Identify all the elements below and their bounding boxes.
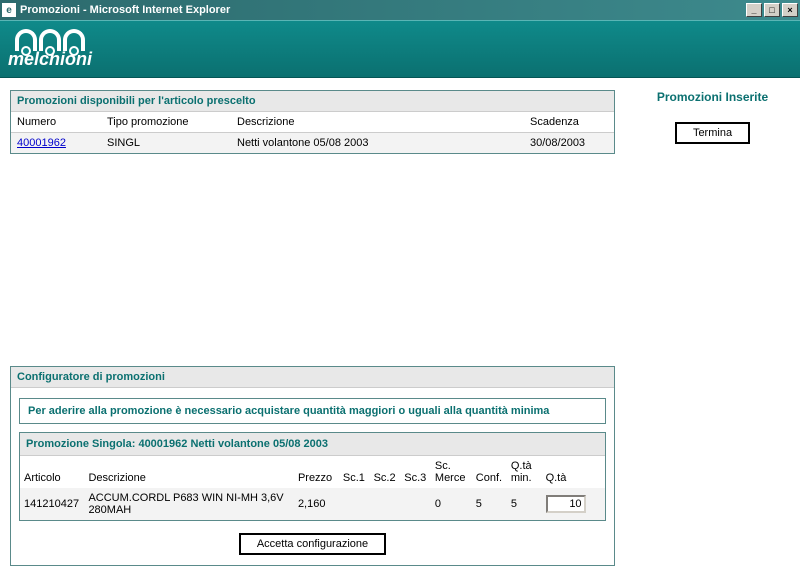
termina-button[interactable]: Termina xyxy=(675,122,750,144)
cell-scadenza: 30/08/2003 xyxy=(524,133,614,154)
col-descrizione: Descrizione xyxy=(231,112,524,133)
col-scmerce: Sc. Merce xyxy=(431,456,472,488)
available-promotions-panel: Promozioni disponibili per l'articolo pr… xyxy=(10,90,615,154)
quantity-input[interactable] xyxy=(546,495,586,513)
ie-icon: e xyxy=(2,3,16,17)
table-row: 141210427 ACCUM.CORDL P683 WIN NI-MH 3,6… xyxy=(20,488,605,520)
col-qtamin: Q.tà min. xyxy=(507,456,542,488)
cell-sc2 xyxy=(370,488,401,520)
side-title: Promozioni Inserite xyxy=(635,90,790,104)
cell-prezzo: 2,160 xyxy=(294,488,339,520)
table-row: 40001962 SINGL Netti volantone 05/08 200… xyxy=(11,133,614,154)
promo-number-link[interactable]: 40001962 xyxy=(17,137,66,149)
promo-items-table: Articolo Descrizione Prezzo Sc.1 Sc.2 Sc… xyxy=(20,456,605,520)
cell-articolo: 141210427 xyxy=(20,488,84,520)
cell-qta xyxy=(542,488,605,520)
logo-bar: melchioni xyxy=(0,20,800,78)
close-button[interactable]: × xyxy=(782,3,798,17)
cell-scmerce: 0 xyxy=(431,488,472,520)
col-sc3: Sc.3 xyxy=(400,456,431,488)
col-descrizione2: Descrizione xyxy=(84,456,294,488)
promo-box: Promozione Singola: 40001962 Netti volan… xyxy=(19,432,606,521)
accept-configuration-button[interactable]: Accetta configurazione xyxy=(239,533,386,555)
title-bar: e Promozioni - Microsoft Internet Explor… xyxy=(0,0,800,20)
col-conf: Conf. xyxy=(472,456,507,488)
minimize-button[interactable]: _ xyxy=(746,3,762,17)
col-numero: Numero xyxy=(11,112,101,133)
col-prezzo: Prezzo xyxy=(294,456,339,488)
col-articolo: Articolo xyxy=(20,456,84,488)
cell-tipo: SINGL xyxy=(101,133,231,154)
logo-arches xyxy=(15,29,85,51)
cell-qtamin: 5 xyxy=(507,488,542,520)
cell-sc3 xyxy=(400,488,431,520)
logo: melchioni xyxy=(8,29,92,70)
cell-conf: 5 xyxy=(472,488,507,520)
maximize-button[interactable]: □ xyxy=(764,3,780,17)
notice-box: Per aderire alla promozione è necessario… xyxy=(19,398,606,424)
cell-sc1 xyxy=(339,488,370,520)
promo-box-title: Promozione Singola: 40001962 Netti volan… xyxy=(20,433,605,456)
config-panel-title: Configuratore di promozioni xyxy=(11,367,614,388)
cell-descrizione2: ACCUM.CORDL P683 WIN NI-MH 3,6V 280MAH xyxy=(84,488,294,520)
col-scadenza: Scadenza xyxy=(524,112,614,133)
config-panel: Configuratore di promozioni Per aderire … xyxy=(10,366,615,566)
available-promotions-table: Numero Tipo promozione Descrizione Scade… xyxy=(11,112,614,153)
side-panel: Promozioni Inserite Termina xyxy=(635,90,790,566)
col-sc2: Sc.2 xyxy=(370,456,401,488)
col-qta: Q.tà xyxy=(542,456,605,488)
window-title: Promozioni - Microsoft Internet Explorer xyxy=(20,4,744,16)
col-sc1: Sc.1 xyxy=(339,456,370,488)
col-tipo: Tipo promozione xyxy=(101,112,231,133)
cell-descrizione: Netti volantone 05/08 2003 xyxy=(231,133,524,154)
available-promotions-title: Promozioni disponibili per l'articolo pr… xyxy=(11,91,614,112)
